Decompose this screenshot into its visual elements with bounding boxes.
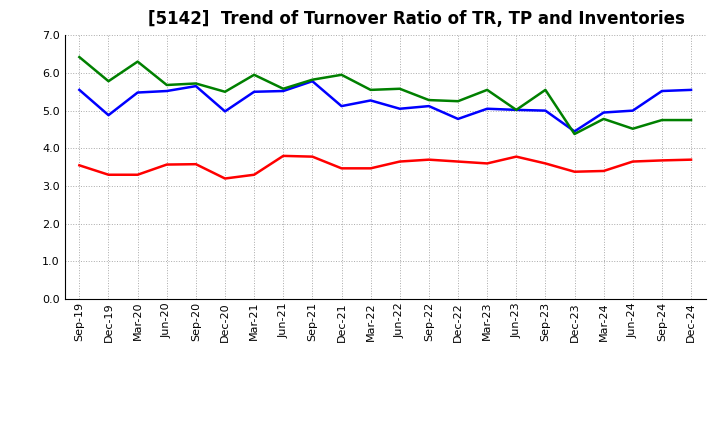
Trade Payables <box>279 88 287 94</box>
Trade Payables <box>133 90 142 95</box>
Line: Inventories: Inventories <box>79 57 691 134</box>
Trade Payables <box>104 113 113 118</box>
Trade Payables <box>75 87 84 92</box>
Trade Receivables <box>250 172 258 177</box>
Inventories <box>337 72 346 77</box>
Inventories <box>425 97 433 103</box>
Trade Payables <box>599 110 608 115</box>
Trade Payables <box>657 88 666 94</box>
Inventories <box>220 89 229 95</box>
Trade Receivables <box>220 176 229 181</box>
Trade Receivables <box>75 163 84 168</box>
Trade Receivables <box>657 158 666 163</box>
Trade Payables <box>454 116 462 121</box>
Trade Payables <box>220 109 229 114</box>
Inventories <box>687 117 696 123</box>
Trade Receivables <box>395 159 404 164</box>
Trade Payables <box>541 108 550 113</box>
Inventories <box>570 132 579 137</box>
Line: Trade Payables: Trade Payables <box>79 81 691 132</box>
Trade Receivables <box>308 154 317 159</box>
Trade Receivables <box>629 159 637 164</box>
Trade Payables <box>483 106 492 111</box>
Inventories <box>104 79 113 84</box>
Trade Receivables <box>192 161 200 167</box>
Trade Payables <box>366 98 375 103</box>
Trade Receivables <box>483 161 492 166</box>
Inventories <box>75 55 84 60</box>
Trade Receivables <box>454 159 462 164</box>
Trade Receivables <box>570 169 579 174</box>
Inventories <box>483 87 492 92</box>
Trade Payables <box>163 88 171 94</box>
Trade Receivables <box>366 166 375 171</box>
Trade Payables <box>192 84 200 89</box>
Inventories <box>512 107 521 113</box>
Inventories <box>599 116 608 121</box>
Trade Receivables <box>425 157 433 162</box>
Inventories <box>541 87 550 92</box>
Trade Receivables <box>163 162 171 167</box>
Trade Payables <box>250 89 258 95</box>
Inventories <box>308 77 317 82</box>
Trade Payables <box>629 108 637 113</box>
Trade Payables <box>308 79 317 84</box>
Trade Payables <box>570 129 579 134</box>
Trade Payables <box>425 103 433 109</box>
Trade Payables <box>395 106 404 111</box>
Inventories <box>279 86 287 92</box>
Inventories <box>192 81 200 86</box>
Trade Payables <box>512 107 521 113</box>
Inventories <box>163 82 171 88</box>
Inventories <box>133 59 142 64</box>
Trade Receivables <box>512 154 521 159</box>
Trade Receivables <box>133 172 142 177</box>
Trade Payables <box>337 103 346 109</box>
Trade Receivables <box>541 161 550 166</box>
Inventories <box>395 86 404 92</box>
Trade Receivables <box>687 157 696 162</box>
Trade Receivables <box>279 153 287 158</box>
Inventories <box>454 99 462 104</box>
Trade Payables <box>687 87 696 92</box>
Inventories <box>366 87 375 92</box>
Text: [5142]  Trend of Turnover Ratio of TR, TP and Inventories: [5142] Trend of Turnover Ratio of TR, TP… <box>148 10 685 28</box>
Line: Trade Receivables: Trade Receivables <box>79 156 691 179</box>
Inventories <box>657 117 666 123</box>
Inventories <box>629 126 637 132</box>
Trade Receivables <box>337 166 346 171</box>
Trade Receivables <box>599 169 608 174</box>
Inventories <box>250 72 258 77</box>
Trade Receivables <box>104 172 113 177</box>
